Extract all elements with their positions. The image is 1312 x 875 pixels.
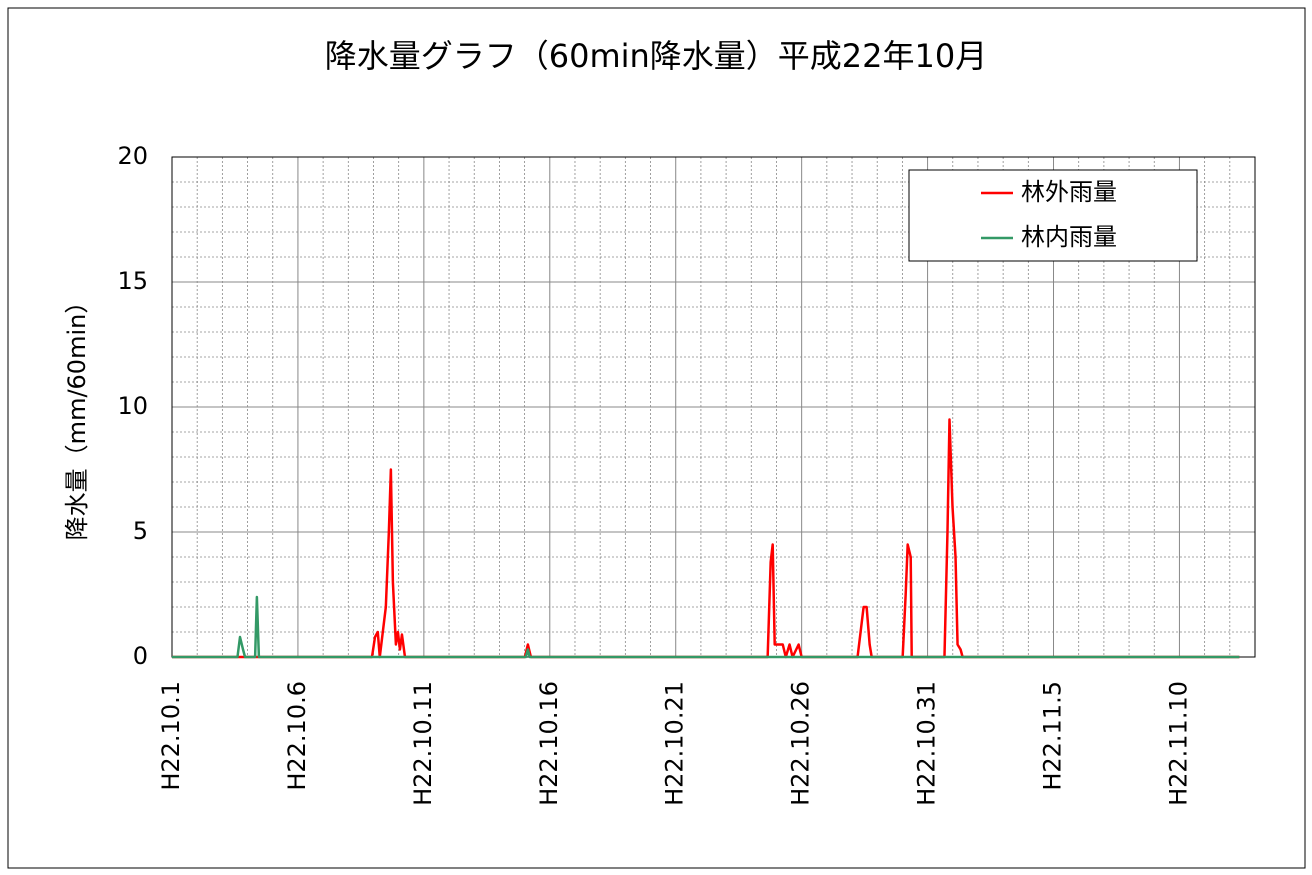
x-tick-label: H22.10.11 [409, 681, 437, 806]
legend-box [908, 169, 1198, 262]
series-line [172, 418, 1240, 659]
y-axis-label: 降水量（mm/60min） [63, 290, 91, 541]
x-tick-label: H22.11.5 [1039, 681, 1067, 791]
legend-label: 林外雨量 [1021, 178, 1117, 206]
x-tick-label: H22.10.16 [535, 681, 563, 806]
x-tick-label: H22.10.26 [787, 681, 815, 806]
x-tick-label: H22.10.1 [157, 681, 185, 791]
x-tick-label: H22.10.6 [283, 681, 311, 791]
x-tick-label: H22.10.21 [661, 681, 689, 806]
y-tick-label: 10 [117, 392, 148, 420]
x-tick-label: H22.11.10 [1164, 681, 1192, 806]
legend-label: 林内雨量 [1021, 223, 1117, 251]
y-tick-label: 0 [133, 642, 148, 670]
x-tick-label: H22.10.31 [913, 681, 941, 806]
y-tick-label: 15 [117, 267, 148, 295]
series-line [172, 595, 1240, 659]
y-tick-label: 5 [133, 517, 148, 545]
chart-title: 降水量グラフ（60min降水量）平成22年10月 [325, 37, 988, 75]
y-tick-label: 20 [117, 142, 148, 170]
